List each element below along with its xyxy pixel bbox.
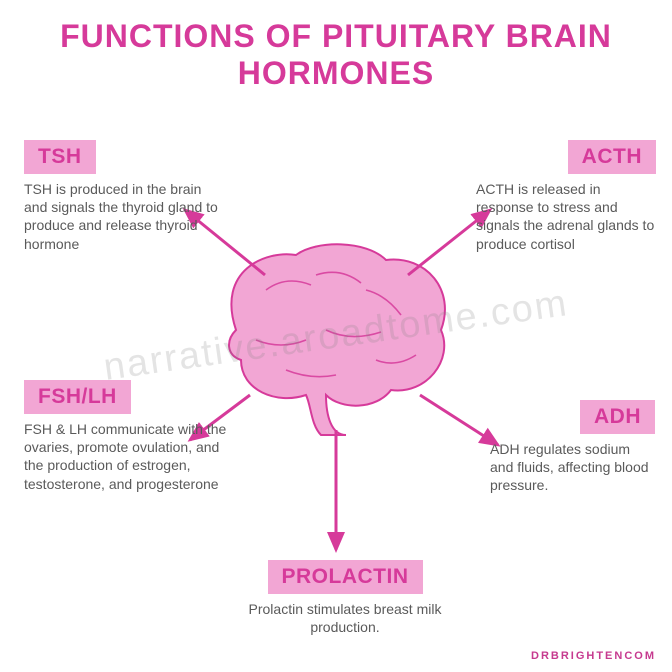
- label-head-adh: ADH: [580, 400, 655, 434]
- label-head-acth: ACTH: [568, 140, 656, 174]
- label-tsh: TSH TSH is produced in the brain and sign…: [24, 140, 224, 253]
- label-desc-adh: ADH regulates sodium and fluids, affecti…: [490, 440, 655, 495]
- label-fshlh: FSH/LH FSH & LH communicate with the ovar…: [24, 380, 234, 493]
- label-desc-prolactin: Prolactin stimulates breast milk product…: [240, 600, 450, 636]
- label-head-fshlh: FSH/LH: [24, 380, 131, 414]
- label-prolactin: PROLACTIN Prolactin stimulates breast mil…: [240, 560, 450, 636]
- label-head-tsh: TSH: [24, 140, 96, 174]
- label-acth: ACTH ACTH is released in response to stre…: [476, 140, 656, 253]
- label-adh: ADH ADH regulates sodium and fluids, affe…: [490, 400, 655, 495]
- label-head-prolactin: PROLACTIN: [268, 560, 423, 594]
- label-desc-acth: ACTH is released in response to stress a…: [476, 180, 656, 253]
- label-desc-fshlh: FSH & LH communicate with the ovaries, p…: [24, 420, 234, 493]
- label-desc-tsh: TSH is produced in the brain and signals…: [24, 180, 224, 253]
